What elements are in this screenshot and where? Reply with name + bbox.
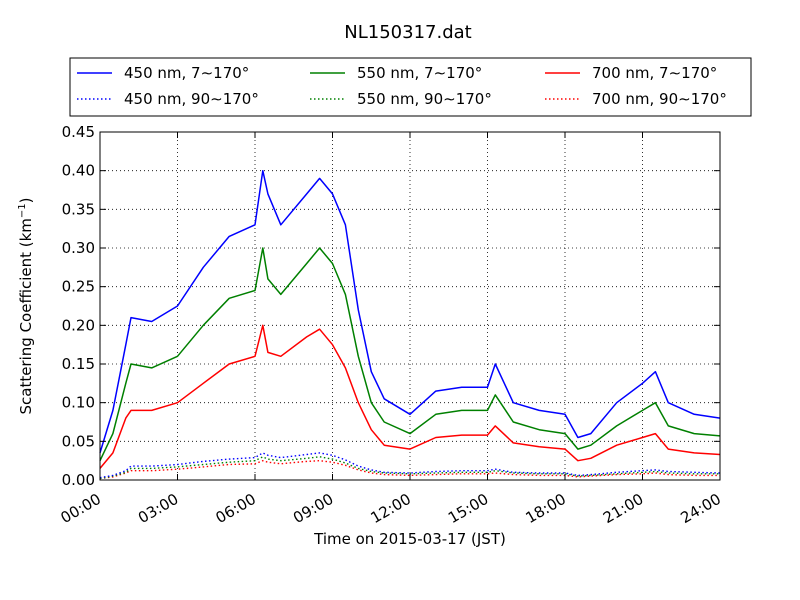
legend-label: 550 nm, 90∼170° — [357, 90, 492, 108]
legend-entries: 450 nm, 7∼170° 450 nm, 90∼170° 550 nm, 7∼1… — [77, 64, 727, 108]
y-axis-label-superscript: −1 — [17, 203, 28, 218]
y-tick-label: 0.20 — [62, 316, 95, 334]
legend-label: 450 nm, 7∼170° — [124, 64, 249, 82]
legend: 450 nm, 7∼170° 450 nm, 90∼170° 550 nm, 7∼1… — [69, 57, 752, 117]
x-axis-label: Time on 2015-03-17 (JST) — [313, 530, 506, 548]
y-tick-label: 0.00 — [62, 471, 95, 489]
y-tick-label: 0.30 — [62, 239, 95, 257]
series-line — [99, 452, 721, 479]
series-line — [99, 324, 721, 469]
y-axis-label: Scattering Coefficient (km−1) — [17, 197, 35, 414]
y-axis-label-end: ) — [17, 197, 35, 203]
series-line — [99, 169, 721, 454]
y-tick-label: 0.15 — [62, 355, 95, 373]
y-tick-label: 0.25 — [62, 278, 95, 296]
legend-label: 450 nm, 90∼170° — [124, 90, 259, 108]
y-tick-label: 0.40 — [62, 162, 95, 180]
y-tick-label: 0.35 — [62, 200, 95, 218]
y-tick-label: 0.05 — [62, 432, 95, 450]
legend-box — [69, 57, 752, 117]
legend-label: 550 nm, 7∼170° — [357, 64, 482, 82]
legend-label: 700 nm, 7∼170° — [592, 64, 717, 82]
series-line — [99, 247, 721, 462]
y-tick-label: 0.45 — [62, 123, 95, 141]
legend-label: 700 nm, 90∼170° — [592, 90, 727, 108]
series-line — [99, 456, 720, 480]
chart-title: NL150317.dat — [344, 22, 471, 43]
y-axis-label-main: Scattering Coefficient (km — [17, 218, 35, 414]
data-series — [99, 169, 721, 480]
y-tick-label: 0.10 — [62, 394, 95, 412]
